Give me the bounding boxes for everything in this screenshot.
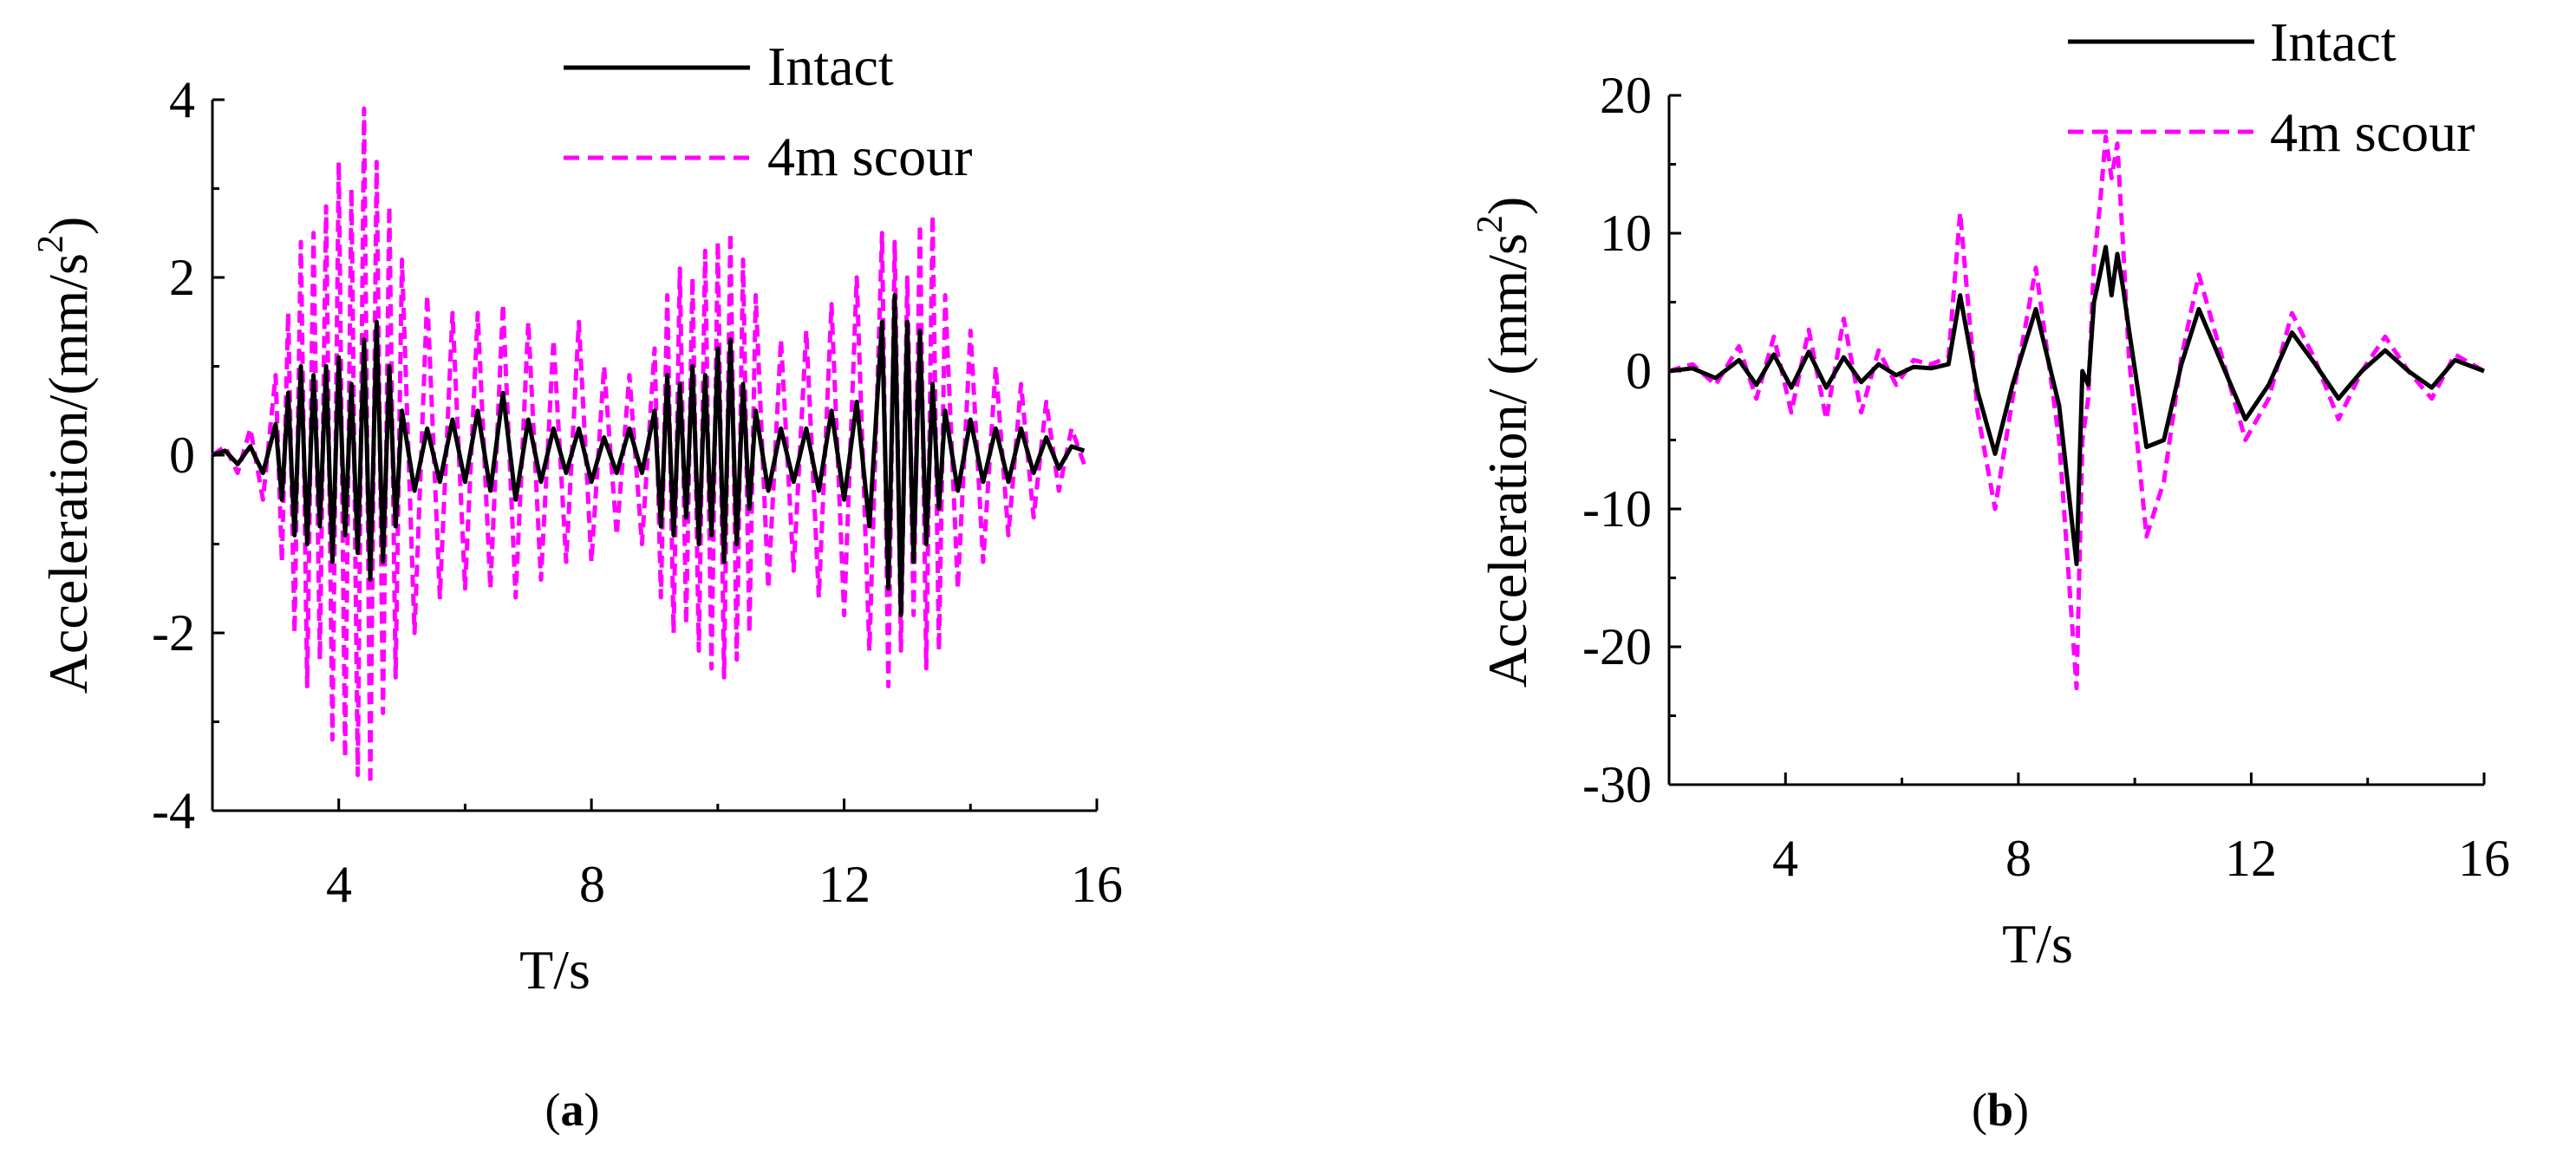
a-x-tick-label: 8 [579,856,605,913]
a-x-tick-label: 12 [818,856,871,913]
b-y-tick-label: 20 [1600,67,1652,124]
b-panel-label-letter: b [1987,1084,2013,1136]
b-legend-label-scour: 4m scour [2270,101,2475,163]
b-x-tick-label: 4 [1772,830,1798,887]
a-y-tick-label: -2 [152,604,195,662]
b-y-axis-title-main: Acceleration/ (mm/s [1477,233,1538,688]
b-x-axis-title: T/s [2002,913,2073,975]
b-y-tick-label: 10 [1600,205,1652,262]
a-y-axis-title-main: Acceleration/(mm/s [37,253,99,694]
a-x-tick-label: 4 [326,856,352,913]
a-series-group [211,106,1086,786]
b-legend-label-intact: Intact [2270,11,2397,73]
a-y-axis-title-sup: 2 [31,235,71,253]
a-y-tick-label: 4 [169,71,195,128]
b-legend: Intact 4m scour [2068,11,2475,163]
a-x-axis-title: T/s [519,939,590,1001]
b-y-axis-title-sup: 2 [1471,215,1510,233]
b-panel-label: (b) [1972,1084,2029,1136]
b-y-axis-title-tail: ) [1477,197,1538,215]
b-x-tick-label: 12 [2225,830,2277,887]
a-y-axis-title: Acceleration/(mm/s2) [31,217,99,694]
a-x-tick-label: 16 [1071,856,1123,913]
a-legend-label-intact: Intact [767,36,894,97]
b-x-tick-label: 16 [2458,830,2510,887]
a-y-axis-title-tail: ) [37,217,99,235]
panel-a-chart: 4 2 0 -2 -4 4 8 12 16 T/s Acceleration/(… [31,36,1123,1136]
a-y-tick-label: 2 [169,249,195,306]
a-panel-label: (a) [545,1084,600,1136]
b-y-tick-label: -20 [1582,618,1652,675]
a-y-tick-label: -4 [152,782,195,839]
b-x-tick-label: 8 [2005,830,2031,887]
b-y-axis-title: Acceleration/ (mm/s2) [1471,197,1538,688]
b-series-line-4m-scour [1668,134,2486,691]
a-legend-label-scour: 4m scour [767,126,972,187]
panel-b-chart: 20 10 0 -10 -20 -30 4 8 12 16 T/s Accele… [1471,11,2510,1136]
a-y-tick-label: 0 [169,427,195,484]
b-series-group [1668,134,2486,691]
a-series-line-intact [212,293,1086,617]
b-y-tick-label: 0 [1626,342,1652,400]
a-legend: Intact 4m scour [564,36,972,187]
b-series-line-intact [1668,244,2485,567]
b-y-tick-label: -30 [1582,756,1652,813]
a-panel-label-letter: a [561,1084,584,1136]
b-y-tick-label: -10 [1582,480,1652,538]
